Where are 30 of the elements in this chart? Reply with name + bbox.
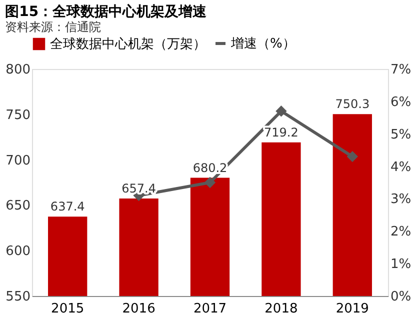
y2-tick-label: 5%	[390, 127, 412, 142]
text: 资料来源：信通院	[5, 20, 102, 34]
y2-tick-label: 4%	[390, 160, 412, 175]
point	[276, 106, 286, 116]
y-tick-label: 700	[6, 153, 30, 168]
legend-label: 增速（%）	[230, 36, 296, 52]
y-tick-label: 750	[6, 108, 30, 123]
x-tick-label: 2015	[51, 302, 84, 316]
y-tick-label: 800	[6, 62, 30, 78]
x-tick-label: 2017	[193, 302, 227, 316]
y2-tick-label: 7%	[390, 62, 412, 78]
chart-title: 图15：全球数据中心机架及增速	[5, 3, 208, 20]
data-label: 637.4	[50, 200, 85, 214]
data-label: 657.4	[122, 181, 156, 196]
point	[347, 151, 358, 162]
x-tick-label: 2016	[122, 302, 156, 316]
y2-tick-label: 0%	[390, 290, 412, 304]
y2-tick-label: 6%	[390, 94, 412, 110]
data-label: 750.3	[335, 97, 370, 112]
y-tick-label: 650	[6, 198, 30, 214]
y-tick-label: 600	[6, 244, 30, 260]
y2-tick-label: 2%	[390, 224, 412, 240]
y-tick-label: 550	[6, 290, 30, 304]
y2-tick-label: 3%	[390, 192, 412, 208]
x-tick-label: 2019	[336, 302, 369, 316]
y2-tick-label: 1%	[390, 257, 412, 272]
point	[204, 177, 216, 188]
x-tick-label: 2018	[264, 302, 298, 316]
legend-label: 全球数据中心机架（万架）	[50, 36, 206, 52]
data-label: 719.2	[264, 125, 298, 140]
